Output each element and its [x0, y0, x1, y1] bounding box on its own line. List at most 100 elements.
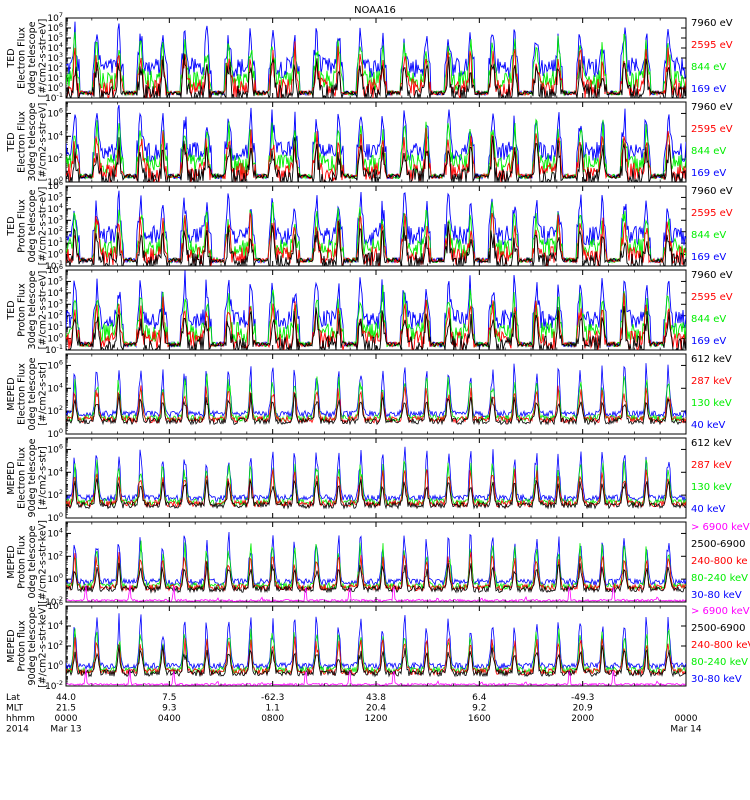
y-tick-label: 101 — [47, 320, 63, 333]
y-tick-label: 105 — [47, 274, 63, 287]
y-tick-label: 100 — [47, 511, 63, 524]
legend-entry: 130 keV — [691, 482, 732, 493]
y-tick-label: 105 — [47, 31, 63, 44]
y-tick-label: 104 — [47, 286, 63, 299]
y-tick-label: 100 — [47, 332, 63, 345]
y-tick-label: 101 — [47, 71, 63, 84]
series-trace-red — [66, 469, 686, 509]
y-tick-label: 102 — [47, 61, 63, 74]
y-tick-label: 104 — [47, 129, 63, 142]
legend-entry: 2595 eV — [691, 124, 733, 135]
x-row-label: MLT — [6, 704, 24, 714]
x-tick-label-mlt: 21.5 — [56, 704, 76, 714]
series-trace-black — [66, 392, 686, 426]
x-tick-label-hhmm: 0400 — [158, 714, 181, 724]
y-tick-label: 106 — [47, 599, 63, 612]
x-tick-label-lat: 6.4 — [472, 693, 487, 703]
legend-entry: 169 eV — [691, 168, 726, 179]
series-trace-black — [66, 219, 686, 266]
x-tick-label-hhmm: 1200 — [365, 714, 388, 724]
series-trace-blue — [66, 363, 686, 419]
y-axis-label: TEDElectron Flux30deg telescope[#/cm2-s-… — [6, 102, 49, 181]
x-tick-label-mlt: 20.4 — [366, 704, 386, 714]
series-trace-green — [66, 628, 686, 675]
legend-entry: > 6900 keV — [691, 522, 750, 533]
y-tick-label: 104 — [47, 381, 63, 394]
x-row-label: hhmm — [6, 714, 35, 724]
y-axis-label: MEPEDElectron Flux90deg telescope[#/cm2-… — [6, 438, 49, 517]
y-tick-label: 103 — [47, 213, 63, 226]
series-trace-red — [66, 636, 686, 677]
y-tick-label: 100 — [47, 427, 63, 440]
legend-entry: 80-240 keV — [691, 657, 748, 668]
legend-entry: 844 eV — [691, 314, 726, 325]
y-tick-label: 102 — [47, 225, 63, 238]
x-tick-label-lat: -49.3 — [571, 693, 594, 703]
legend-entry: 30-80 keV — [691, 590, 742, 601]
legend-entry: 30-80 keV — [691, 674, 742, 685]
y-tick-label: 104 — [47, 465, 63, 478]
legend-entry: 844 eV — [691, 146, 726, 157]
legend-entry: 612 keV — [691, 438, 732, 449]
y-tick-label: 101 — [47, 236, 63, 249]
x-tick-label-lat: 7.5 — [162, 693, 176, 703]
series-trace-green — [66, 459, 686, 507]
series-trace-blue — [66, 531, 686, 587]
y-tick-label: 106 — [47, 263, 63, 276]
y-tick-label: 105 — [47, 190, 63, 203]
y-tick-label: 100 — [47, 248, 63, 261]
y-tick-label: 102 — [47, 639, 63, 652]
y-tick-label: 102 — [47, 549, 63, 562]
series-trace-green — [66, 31, 686, 97]
series-trace-blue — [66, 613, 686, 671]
legend-entry: 7960 eV — [691, 18, 733, 29]
y-tick-label: 106 — [47, 106, 63, 119]
x-tick-label-date: Mar 14 — [670, 725, 702, 735]
y-tick-label: 102 — [47, 309, 63, 322]
series-trace-blue — [66, 190, 686, 265]
legend-entry: 2595 eV — [691, 208, 733, 219]
x-tick-label-mlt: 1.1 — [266, 704, 280, 714]
y-tick-label: 10-1 — [45, 259, 63, 272]
x-row-label: Lat — [6, 693, 21, 703]
series-trace-black — [66, 561, 686, 594]
y-axis-label: MEPEDElectron Flux0deg telescope[#/cm2-s… — [6, 357, 49, 430]
legend-entry: 844 eV — [691, 62, 726, 73]
y-tick-label: 100 — [47, 659, 63, 672]
legend-entry: > 6900 keV — [691, 606, 750, 617]
series-trace-black — [66, 478, 686, 510]
y-tick-label: 103 — [47, 51, 63, 64]
legend-entry: 169 eV — [691, 336, 726, 347]
panel-1: 10-1100101102103104105106107TEDElectron … — [6, 11, 733, 104]
legend-entry: 612 keV — [691, 354, 732, 365]
y-axis-label: TEDElectron Flux0deg telescope[#/cm2-s-s… — [6, 19, 49, 98]
legend-entry: 287 keV — [691, 460, 732, 471]
legend-entry: 7960 eV — [691, 270, 733, 281]
y-axis-label: MEPEDProton flux90deg telescope[#/cm2-s-… — [6, 604, 49, 688]
y-tick-label: 106 — [47, 358, 63, 371]
y-tick-label: 107 — [47, 11, 63, 24]
series-trace-black — [66, 306, 686, 350]
x-tick-label-lat: 44.0 — [56, 693, 76, 703]
series-trace-blue — [66, 446, 686, 503]
x-tick-label-mlt: 9.2 — [472, 704, 486, 714]
legend-entry: 2500-6900 — [691, 623, 746, 634]
y-tick-label: 10-1 — [45, 91, 63, 104]
legend-entry: 7960 eV — [691, 186, 733, 197]
y-axis-label: TEDProton Flux0deg telescope[#/cm2-s-str… — [6, 187, 49, 266]
legend-entry: 40 keV — [691, 504, 725, 515]
y-tick-label: 106 — [47, 21, 63, 34]
y-tick-label: 106 — [47, 442, 63, 455]
y-tick-label: 104 — [47, 41, 63, 54]
legend-entry: 7960 eV — [691, 102, 733, 113]
legend-entry: 130 keV — [691, 398, 732, 409]
x-tick-label-lat: -62.3 — [261, 693, 284, 703]
legend-entry: 80-240 keV — [691, 573, 748, 584]
